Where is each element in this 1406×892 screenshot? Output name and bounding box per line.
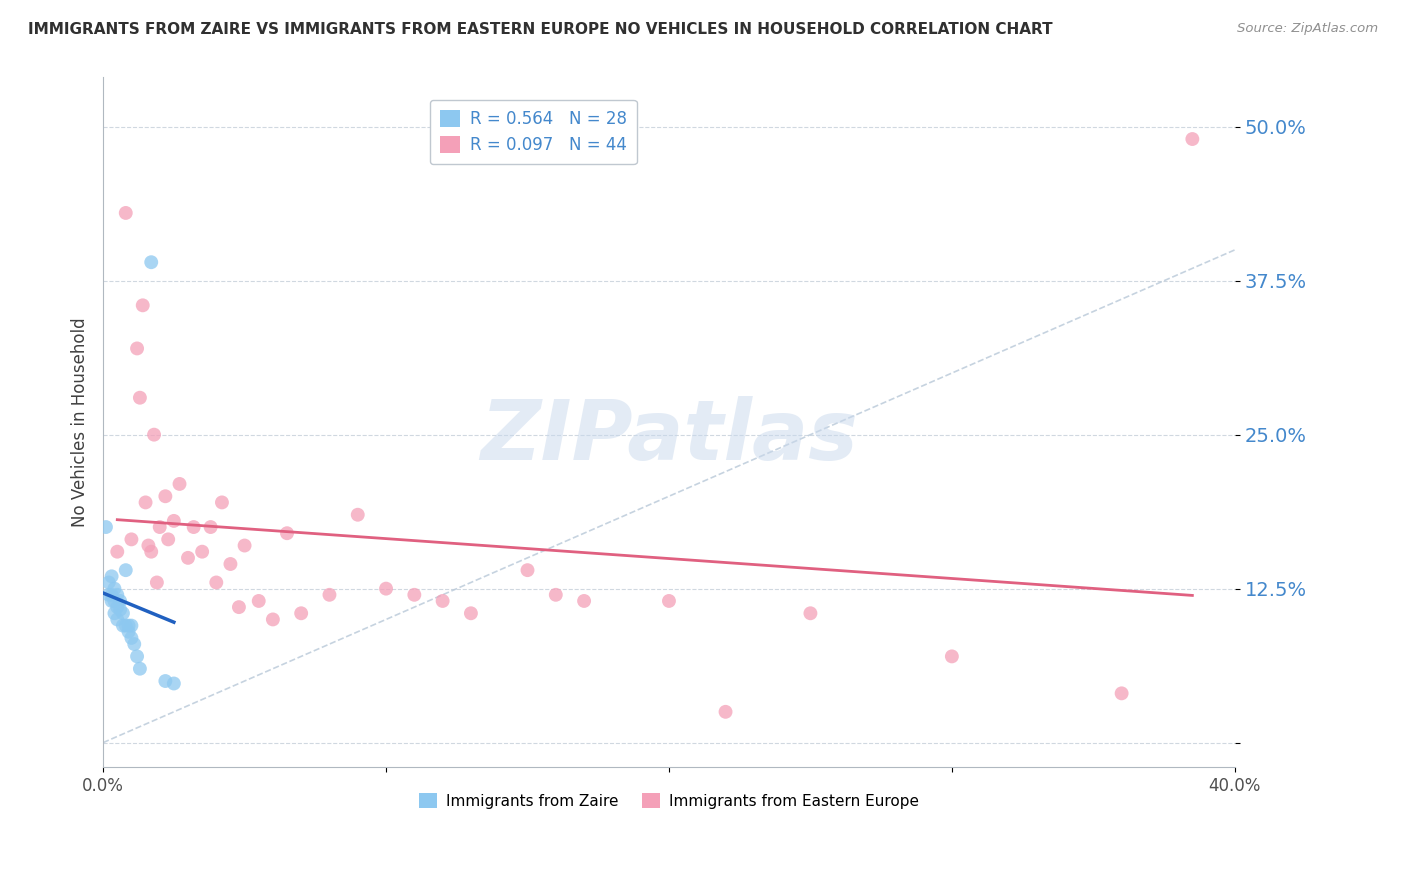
Point (177, 550, 200, 565)
Point (114, 618, 136, 632)
Point (129, 391, 152, 405)
Point (129, 662, 152, 676)
Y-axis label: No Vehicles in Household: No Vehicles in Household (72, 318, 89, 527)
Point (460, 607, 482, 621)
Point (97, 575, 120, 590)
Point (155, 489, 177, 503)
Point (94, 520, 117, 534)
Point (103, 582, 125, 596)
Point (125, 649, 148, 664)
Point (205, 575, 228, 590)
Point (318, 588, 340, 602)
Point (247, 594, 270, 608)
Point (544, 588, 567, 602)
Point (941, 649, 963, 664)
Point (143, 427, 166, 442)
Point (120, 631, 142, 645)
Text: Source: ZipAtlas.com: Source: ZipAtlas.com (1237, 22, 1378, 36)
Point (135, 495, 157, 509)
Text: IMMIGRANTS FROM ZAIRE VS IMMIGRANTS FROM EASTERN EUROPE NO VEHICLES IN HOUSEHOLD: IMMIGRANTS FROM ZAIRE VS IMMIGRANTS FROM… (28, 22, 1053, 37)
Point (105, 544, 128, 558)
Point (132, 298, 155, 312)
Point (120, 533, 142, 547)
Point (1181, 132, 1204, 146)
Point (191, 544, 214, 558)
Point (799, 607, 821, 621)
Point (108, 594, 131, 608)
Point (163, 676, 186, 690)
Point (276, 526, 298, 541)
Point (114, 563, 136, 577)
Point (1111, 686, 1133, 700)
Point (516, 563, 538, 577)
Point (138, 539, 160, 553)
Point (100, 569, 122, 583)
Point (103, 607, 125, 621)
Point (105, 600, 128, 615)
Point (108, 602, 131, 616)
Point (97, 588, 120, 602)
Text: ZIPatlas: ZIPatlas (479, 396, 858, 476)
Point (114, 206, 136, 220)
Point (211, 495, 233, 509)
Point (111, 618, 134, 632)
Point (658, 594, 681, 608)
Point (219, 557, 242, 571)
Point (346, 508, 368, 522)
Point (572, 594, 595, 608)
Point (290, 607, 312, 621)
Point (149, 520, 172, 534)
Point (125, 342, 148, 356)
Point (117, 624, 139, 639)
Point (103, 594, 125, 608)
Point (375, 582, 398, 596)
Point (262, 612, 284, 626)
Point (233, 539, 256, 553)
Point (141, 544, 163, 558)
Point (157, 533, 180, 547)
Point (141, 255, 163, 269)
Point (155, 673, 177, 688)
Point (122, 637, 145, 651)
Point (200, 520, 222, 534)
Point (100, 594, 122, 608)
Legend: Immigrants from Zaire, Immigrants from Eastern Europe: Immigrants from Zaire, Immigrants from E… (412, 787, 925, 814)
Point (169, 477, 191, 491)
Point (146, 575, 169, 590)
Point (183, 520, 205, 534)
Point (111, 607, 134, 621)
Point (105, 588, 128, 602)
Point (163, 514, 186, 528)
Point (714, 705, 737, 719)
Point (404, 588, 426, 602)
Point (100, 588, 122, 602)
Point (117, 618, 139, 632)
Point (105, 612, 128, 626)
Point (120, 618, 142, 632)
Point (228, 600, 250, 615)
Point (432, 594, 454, 608)
